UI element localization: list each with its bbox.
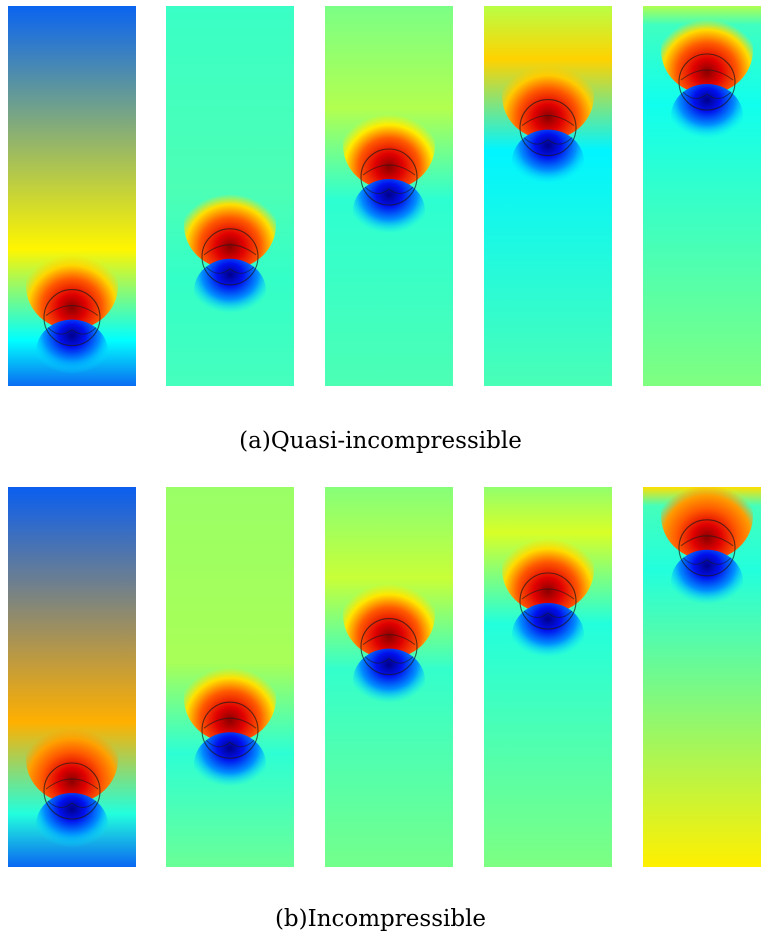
contour-field-image [325, 6, 453, 386]
high-value-region [26, 715, 118, 803]
bubble-outline [43, 762, 101, 820]
interface-line-lower [523, 610, 573, 618]
interface-line-lower [47, 800, 97, 808]
low-value-region [671, 549, 743, 614]
contour-panel-b1 [8, 487, 136, 867]
low-value-region [36, 319, 108, 384]
interface-line-lower [364, 186, 414, 194]
contour-field-image [325, 487, 453, 867]
contour-field-image [8, 487, 136, 867]
contour-field-image [643, 487, 761, 867]
high-value-region [184, 180, 276, 269]
contour-field-image [166, 6, 294, 386]
high-value-region [343, 570, 435, 659]
interface-line-lower [523, 137, 573, 145]
interface-line-upper [362, 634, 416, 645]
low-value-region [512, 603, 584, 667]
contour-panel-b5 [643, 487, 761, 867]
contour-panel-a4 [484, 6, 612, 386]
contour-panel-a3 [325, 6, 453, 386]
interface-line-upper [680, 69, 734, 81]
high-value-region [661, 487, 753, 560]
low-value-region [353, 648, 425, 713]
contour-panel-b3 [325, 487, 453, 867]
interface-line-lower [682, 557, 732, 565]
bubble-outline [43, 289, 101, 347]
interface-line-lower [47, 327, 97, 335]
bubble-outline [360, 148, 418, 206]
low-value-region [512, 129, 584, 194]
interface-line-lower [682, 91, 732, 99]
interface-line-lower [205, 739, 255, 748]
low-value-region [353, 179, 425, 243]
interface-line-upper [203, 717, 257, 729]
contour-field-image [166, 487, 294, 867]
caption-quasi-incompressible: (a)Quasi-incompressible [239, 428, 522, 454]
interface-line-lower [205, 266, 255, 274]
bubble-outline [201, 701, 259, 759]
bubble-outline [519, 572, 577, 630]
contour-panel-a2 [166, 6, 294, 386]
high-value-region [343, 101, 435, 189]
interface-line-upper [45, 778, 99, 790]
interface-line-upper [521, 115, 575, 126]
interface-line-lower [364, 656, 414, 664]
contour-field-image [643, 6, 761, 386]
contour-field-image [484, 487, 612, 867]
high-value-region [26, 241, 118, 330]
low-value-region [36, 793, 108, 857]
low-value-region [194, 258, 266, 323]
contour-panel-a1 [8, 6, 136, 386]
interface-line-upper [45, 305, 99, 316]
low-value-region [194, 732, 266, 797]
contour-field-image [484, 6, 612, 386]
interface-line-upper [362, 164, 416, 176]
row-quasi-incompressible [0, 6, 761, 386]
bubble-outline [678, 519, 736, 577]
high-value-region [184, 654, 276, 743]
row-incompressible [0, 487, 761, 867]
bubble-outline [201, 228, 259, 286]
interface-line-upper [521, 588, 575, 600]
low-value-region [671, 84, 743, 148]
contour-panel-b2 [166, 487, 294, 867]
bubble-outline [678, 53, 736, 111]
interface-line-upper [203, 244, 257, 256]
bubble-outline [360, 618, 418, 676]
high-value-region [502, 51, 594, 140]
contour-panel-a5 [643, 6, 761, 386]
caption-incompressible: (b)Incompressible [274, 906, 487, 932]
contour-panel-b4 [484, 487, 612, 867]
high-value-region [661, 6, 753, 94]
contour-field-image [8, 6, 136, 386]
high-value-region [502, 525, 594, 613]
interface-line-upper [680, 535, 734, 547]
bubble-outline [519, 99, 577, 157]
